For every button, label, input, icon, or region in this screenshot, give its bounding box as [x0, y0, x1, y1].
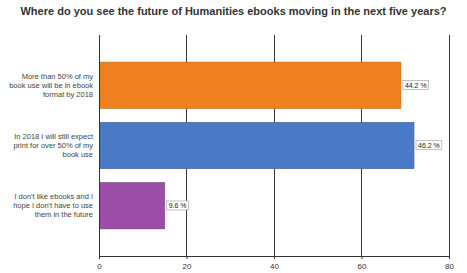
y-tick: More than 50% of mybook use will be in e…	[9, 72, 93, 99]
data-label-box	[416, 141, 442, 150]
x-tick: 60	[358, 256, 367, 271]
title: Where do you see the future of Humanitie…	[20, 5, 446, 17]
y-tick-label-line: I don't like ebooks and I	[14, 192, 93, 201]
bar	[99, 183, 165, 229]
x-tick-label: 40	[270, 262, 279, 271]
y-tick-label-line: In 2018 I will still expect	[14, 132, 94, 141]
x-axis: 0 20 40 60 80	[97, 256, 454, 271]
x-tick-label: 0	[97, 262, 102, 271]
x-axis-line	[100, 257, 450, 260]
x-tick-mark	[187, 256, 188, 259]
y-tick-label-line: them in the future	[35, 210, 93, 219]
grid-line	[449, 35, 450, 256]
bar	[99, 62, 401, 108]
data-label: 46.2 %	[416, 141, 442, 150]
grid-line	[99, 35, 100, 256]
y-tick-label-line: book use	[63, 150, 93, 159]
y-tick-label-line: book use will be in ebook	[9, 81, 93, 90]
bars	[99, 62, 414, 229]
data-label-text: 46.2 %	[418, 142, 440, 149]
data-label-text: 44.2 %	[405, 82, 427, 89]
x-tick-label: 60	[358, 262, 367, 271]
x-tick-label: 20	[183, 262, 192, 271]
chart: Where do you see the future of Humanitie…	[0, 0, 467, 273]
y-tick: I don't like ebooks and Ihope I don't ha…	[13, 192, 93, 219]
x-tick-mark	[362, 256, 363, 259]
y-tick-label-line: print for over 50% of my	[13, 141, 93, 150]
y-tick-label-line: More than 50% of my	[22, 72, 94, 81]
x-tick: 80	[445, 256, 454, 271]
data-label-box	[403, 81, 429, 90]
y-tick-label: In 2018 I will still expectprint for ove…	[13, 132, 94, 159]
y-tick-label: More than 50% of mybook use will be in e…	[9, 72, 93, 99]
data-label: 9.6 %	[167, 201, 189, 210]
y-axis: More than 50% of mybook use will be in e…	[9, 36, 99, 257]
y-tick-label-line: hope I don't have to use	[13, 201, 93, 210]
x-tick: 40	[270, 256, 279, 271]
data-label-text: 9.6 %	[169, 202, 187, 209]
x-tick-label: 80	[445, 262, 454, 271]
x-tick: 20	[183, 256, 192, 271]
x-tick: 0	[97, 256, 102, 271]
y-tick-label: I don't like ebooks and Ihope I don't ha…	[13, 192, 93, 219]
grid	[99, 35, 449, 256]
data-labels: 44.2 % 46.2 % 9.6 %	[167, 81, 442, 210]
data-label: 44.2 %	[403, 81, 429, 90]
y-tick: In 2018 I will still expectprint for ove…	[13, 132, 94, 159]
y-tick-label-line: format by 2018	[43, 90, 93, 99]
x-tick-mark	[449, 256, 450, 259]
bar	[99, 122, 414, 168]
x-tick-mark	[274, 256, 275, 259]
data-label-box	[167, 201, 189, 210]
y-axis-line	[99, 36, 100, 257]
